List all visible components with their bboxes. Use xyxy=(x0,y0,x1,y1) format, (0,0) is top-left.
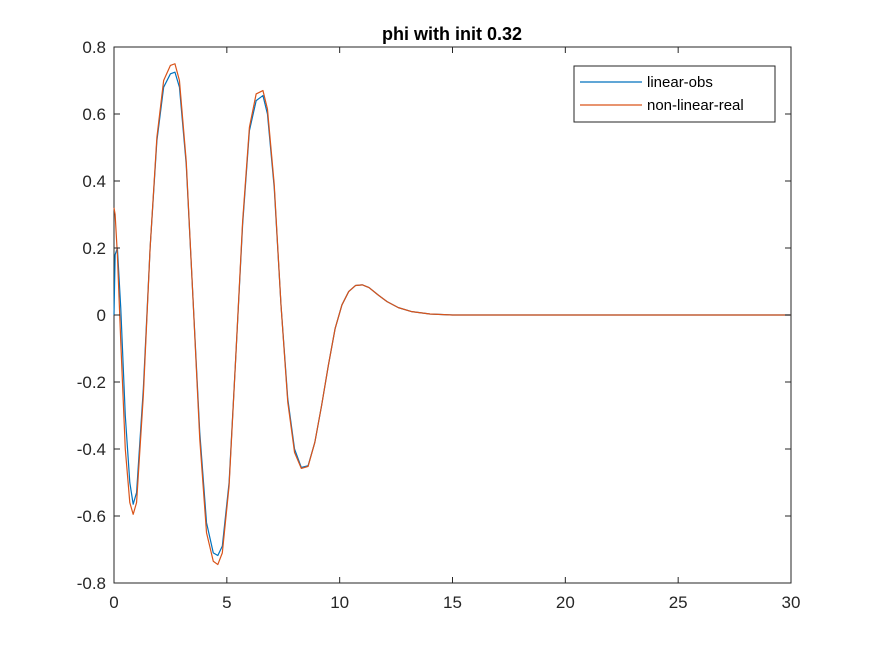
y-axis: -0.8 -0.6 -0.4 -0.2 0 0.2 0.4 0.6 0.8 xyxy=(77,38,791,593)
y-tick-label: 0.8 xyxy=(82,38,106,57)
legend-label-linear-obs: linear-obs xyxy=(647,74,713,91)
x-tick-label: 5 xyxy=(222,593,231,612)
x-tick-label: 15 xyxy=(443,593,462,612)
series-line-non-linear-real xyxy=(113,63,791,566)
y-tick-label: 0.2 xyxy=(82,239,106,258)
x-axis: 0 5 10 15 20 25 30 xyxy=(109,47,800,612)
y-tick-label: -0.6 xyxy=(77,507,106,526)
y-tick-label: -0.2 xyxy=(77,373,106,392)
y-tick-label: 0 xyxy=(97,306,106,325)
x-tick-label: 10 xyxy=(330,593,349,612)
series-layer xyxy=(113,63,791,566)
plot-area: 0 5 10 15 20 25 30 -0.8-0.6-0.4-0.200.20.40.60… xyxy=(77,38,801,612)
chart-title: phi with init 0.32 xyxy=(382,24,522,44)
y-tick-label: -0.8 xyxy=(77,574,106,593)
legend: linear-obs non-linear-real xyxy=(573,65,776,123)
x-tick-label: 30 xyxy=(782,593,801,612)
y-tick-label: 0.6 xyxy=(82,105,106,124)
y-tick-label: -0.4 xyxy=(77,440,106,459)
x-tick-label: 20 xyxy=(556,593,575,612)
x-tick-label: 0 xyxy=(109,593,118,612)
legend-box xyxy=(573,65,776,123)
y-tick-label: 0.4 xyxy=(82,172,106,191)
legend-label-non-linear-real: non-linear-real xyxy=(647,97,744,114)
x-tick-label: 25 xyxy=(669,593,688,612)
